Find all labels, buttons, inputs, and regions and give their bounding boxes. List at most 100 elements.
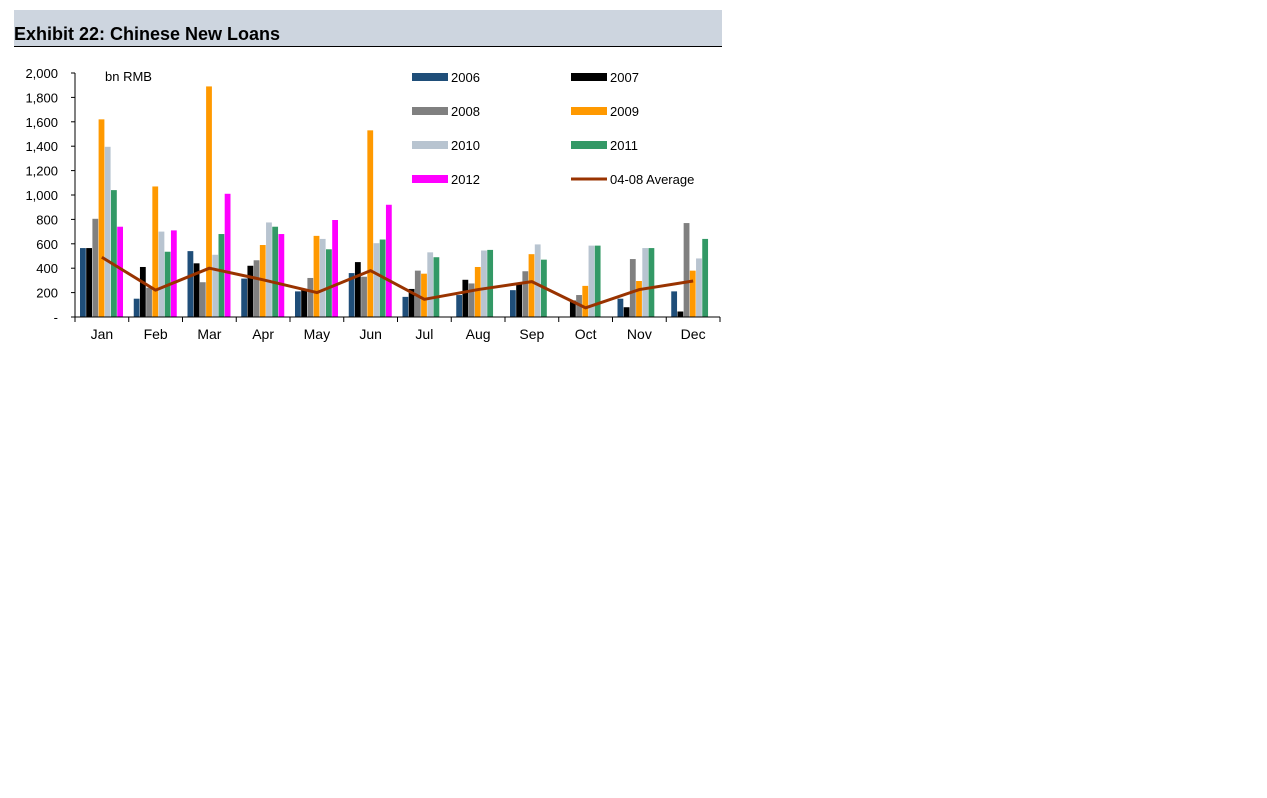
x-tick-label: May bbox=[304, 326, 330, 342]
y-tick-label: 1,000 bbox=[25, 188, 58, 203]
legend-label: 04-08 Average bbox=[610, 172, 694, 187]
y-tick-label: 800 bbox=[36, 212, 58, 227]
bar-2008-may bbox=[307, 277, 314, 317]
legend-label: 2010 bbox=[451, 138, 480, 153]
bar-2008-jun bbox=[361, 276, 367, 317]
bar-2007-dec bbox=[677, 311, 684, 317]
bar-2009-jan bbox=[98, 119, 105, 317]
bar-2008-sep bbox=[522, 271, 529, 317]
y-tick-label: 1,600 bbox=[25, 115, 58, 130]
y-tick-label: 1,200 bbox=[25, 164, 58, 179]
legend-label: 2008 bbox=[451, 104, 480, 119]
legend-swatch-2011 bbox=[571, 141, 607, 149]
average-line bbox=[101, 255, 694, 310]
bar-2006-jun bbox=[348, 273, 355, 317]
bar-2010-sep bbox=[534, 244, 541, 317]
legend-swatch-2006 bbox=[412, 73, 448, 81]
bar-2006-mar bbox=[187, 251, 194, 317]
legend-label: 2012 bbox=[451, 172, 480, 187]
bar-2009-may bbox=[313, 235, 320, 317]
x-tick-label: Aug bbox=[466, 326, 491, 342]
y-tick-label: 1,800 bbox=[25, 90, 58, 105]
bar-2011-jan bbox=[111, 190, 117, 317]
x-tick-label: Nov bbox=[627, 326, 652, 342]
bar-2006-sep bbox=[510, 290, 516, 317]
y-tick-label: 2,000 bbox=[25, 66, 58, 81]
bar-2006-may bbox=[295, 291, 301, 317]
x-tick-label: Jun bbox=[359, 326, 382, 342]
bar-2010-apr bbox=[266, 222, 272, 317]
bar-2009-dec bbox=[689, 270, 696, 317]
x-tick-label: Jan bbox=[91, 326, 114, 342]
bar-2007-apr bbox=[247, 265, 254, 317]
bar-2007-jan bbox=[86, 248, 92, 317]
y-tick-label: - bbox=[54, 310, 58, 325]
bar-2006-jan bbox=[80, 248, 86, 317]
bar-2007-nov bbox=[623, 307, 630, 317]
bar-2008-nov bbox=[629, 259, 636, 317]
bar-2007-jul bbox=[408, 288, 415, 317]
bar-2011-jul bbox=[433, 257, 440, 317]
x-tick-label: Oct bbox=[575, 326, 597, 342]
bar-2010-jan bbox=[104, 146, 111, 317]
bar-2009-oct bbox=[582, 285, 589, 317]
bar-2009-aug bbox=[474, 266, 481, 317]
bar-2009-jun bbox=[367, 130, 374, 317]
bar-2009-feb bbox=[152, 186, 159, 317]
bar-2010-mar bbox=[212, 254, 219, 317]
bar-2010-aug bbox=[481, 250, 487, 317]
y-tick-label: 600 bbox=[36, 237, 58, 252]
x-tick-label: Mar bbox=[197, 326, 221, 342]
bar-2010-may bbox=[319, 238, 326, 317]
legend-swatch-2008 bbox=[412, 107, 448, 115]
bar-2006-aug bbox=[456, 295, 463, 317]
x-tick-label: Sep bbox=[519, 326, 544, 342]
bar-2012-jan bbox=[117, 226, 123, 317]
bar-2007-jun bbox=[354, 262, 361, 317]
x-tick-label: Dec bbox=[681, 326, 706, 342]
bar-2011-oct bbox=[594, 245, 601, 317]
bar-2010-dec bbox=[696, 258, 702, 317]
bar-2007-mar bbox=[193, 263, 200, 317]
legend-swatch-2009 bbox=[571, 107, 607, 115]
bar-2012-feb bbox=[170, 230, 177, 317]
bar-2006-dec bbox=[671, 291, 678, 317]
bar-2011-may bbox=[326, 249, 332, 317]
bar-2008-aug bbox=[468, 283, 475, 317]
bar-2008-feb bbox=[146, 287, 152, 317]
legend-label: 2006 bbox=[451, 70, 480, 85]
y-tick-label: 1,400 bbox=[25, 139, 58, 154]
legend-swatch-2007 bbox=[571, 73, 607, 81]
bar-2012-jun bbox=[385, 204, 392, 317]
y-tick-label: 200 bbox=[36, 286, 58, 301]
bar-2008-jul bbox=[414, 270, 421, 317]
bar-2010-feb bbox=[158, 231, 165, 317]
legend-label: 2007 bbox=[610, 70, 639, 85]
bar-2007-sep bbox=[516, 284, 522, 317]
bar-2011-dec bbox=[702, 238, 709, 317]
bar-2006-apr bbox=[241, 278, 248, 317]
bar-2007-oct bbox=[569, 300, 576, 317]
bar-2010-jul bbox=[427, 252, 434, 317]
chinese-new-loans-chart: - 200 400 600 800 1,000 1,200 1,400 1,600 1,800 2,… bbox=[25, 66, 721, 342]
bar-2006-nov bbox=[617, 298, 624, 317]
bar-2006-jul bbox=[402, 296, 409, 317]
bar-2008-mar bbox=[199, 282, 206, 317]
legend-label: 2009 bbox=[610, 104, 639, 119]
bar-2008-jan bbox=[92, 218, 99, 317]
bar-2008-apr bbox=[253, 260, 260, 317]
bar-2012-may bbox=[332, 220, 338, 317]
x-tick-label: Feb bbox=[144, 326, 168, 342]
y-tick-label: 400 bbox=[36, 261, 58, 276]
bar-2008-dec bbox=[683, 223, 690, 317]
x-tick-label: Apr bbox=[252, 326, 274, 342]
bar-2010-oct bbox=[588, 245, 595, 317]
bar-2011-apr bbox=[272, 226, 279, 317]
exhibit-header: Exhibit 22: Chinese New Loans bbox=[14, 10, 722, 47]
bar-2009-mar bbox=[206, 86, 212, 317]
bar-2011-aug bbox=[487, 249, 494, 317]
bar-2007-aug bbox=[462, 279, 469, 317]
bar-2009-sep bbox=[528, 254, 535, 317]
bar-2011-nov bbox=[648, 248, 655, 317]
unit-label: bn RMB bbox=[105, 69, 152, 84]
